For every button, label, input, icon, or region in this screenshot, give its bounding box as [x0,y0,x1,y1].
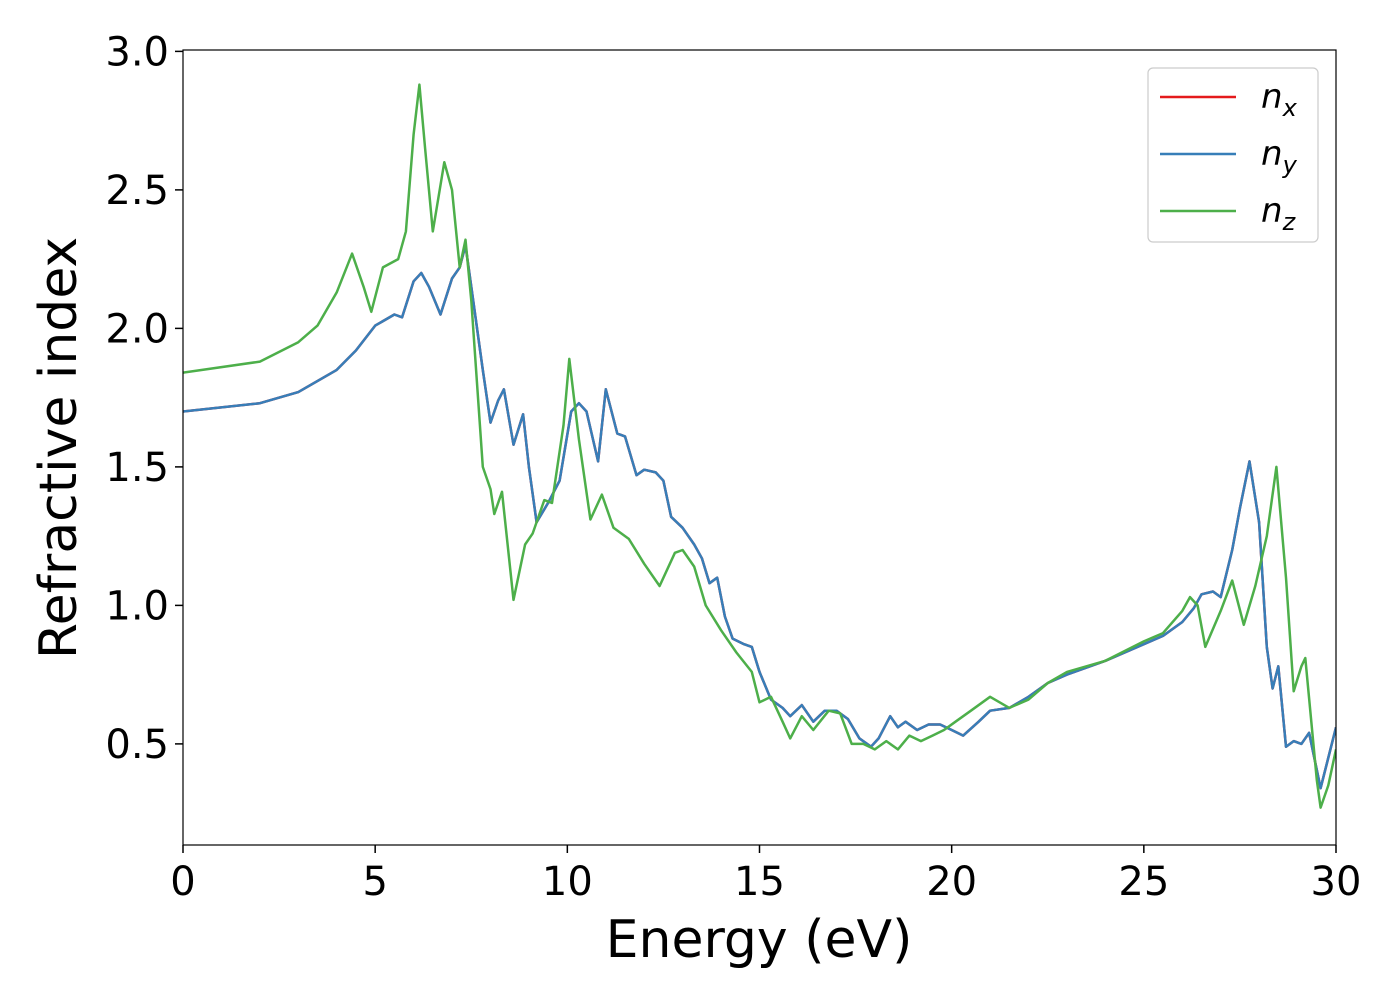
x-tick-label: 0 [170,859,195,905]
y-tick-label: 2.0 [105,306,169,352]
x-tick-label: 5 [362,859,387,905]
x-tick-label: 30 [1311,859,1362,905]
x-tick-label: 15 [734,859,785,905]
series-line [183,83,1336,809]
y-tick-label: 0.5 [105,722,169,768]
legend-label: ny [1261,134,1298,179]
legend-label: nz [1261,191,1297,236]
x-tick-label: 20 [926,859,977,905]
legend-label: nx [1261,77,1298,122]
y-tick-label: 1.0 [105,583,169,629]
y-tick-label: 2.5 [105,168,169,214]
y-tick-label: 1.5 [105,445,169,491]
series-line [183,244,1336,790]
y-axis-label: Refractive index [29,237,89,659]
series-line [183,244,1336,790]
plot-frame [182,49,1337,846]
y-tick-label: 3.0 [105,29,169,75]
x-tick-label: 25 [1118,859,1169,905]
x-tick-label: 10 [542,859,593,905]
x-axis-label: Energy (eV) [606,910,913,970]
